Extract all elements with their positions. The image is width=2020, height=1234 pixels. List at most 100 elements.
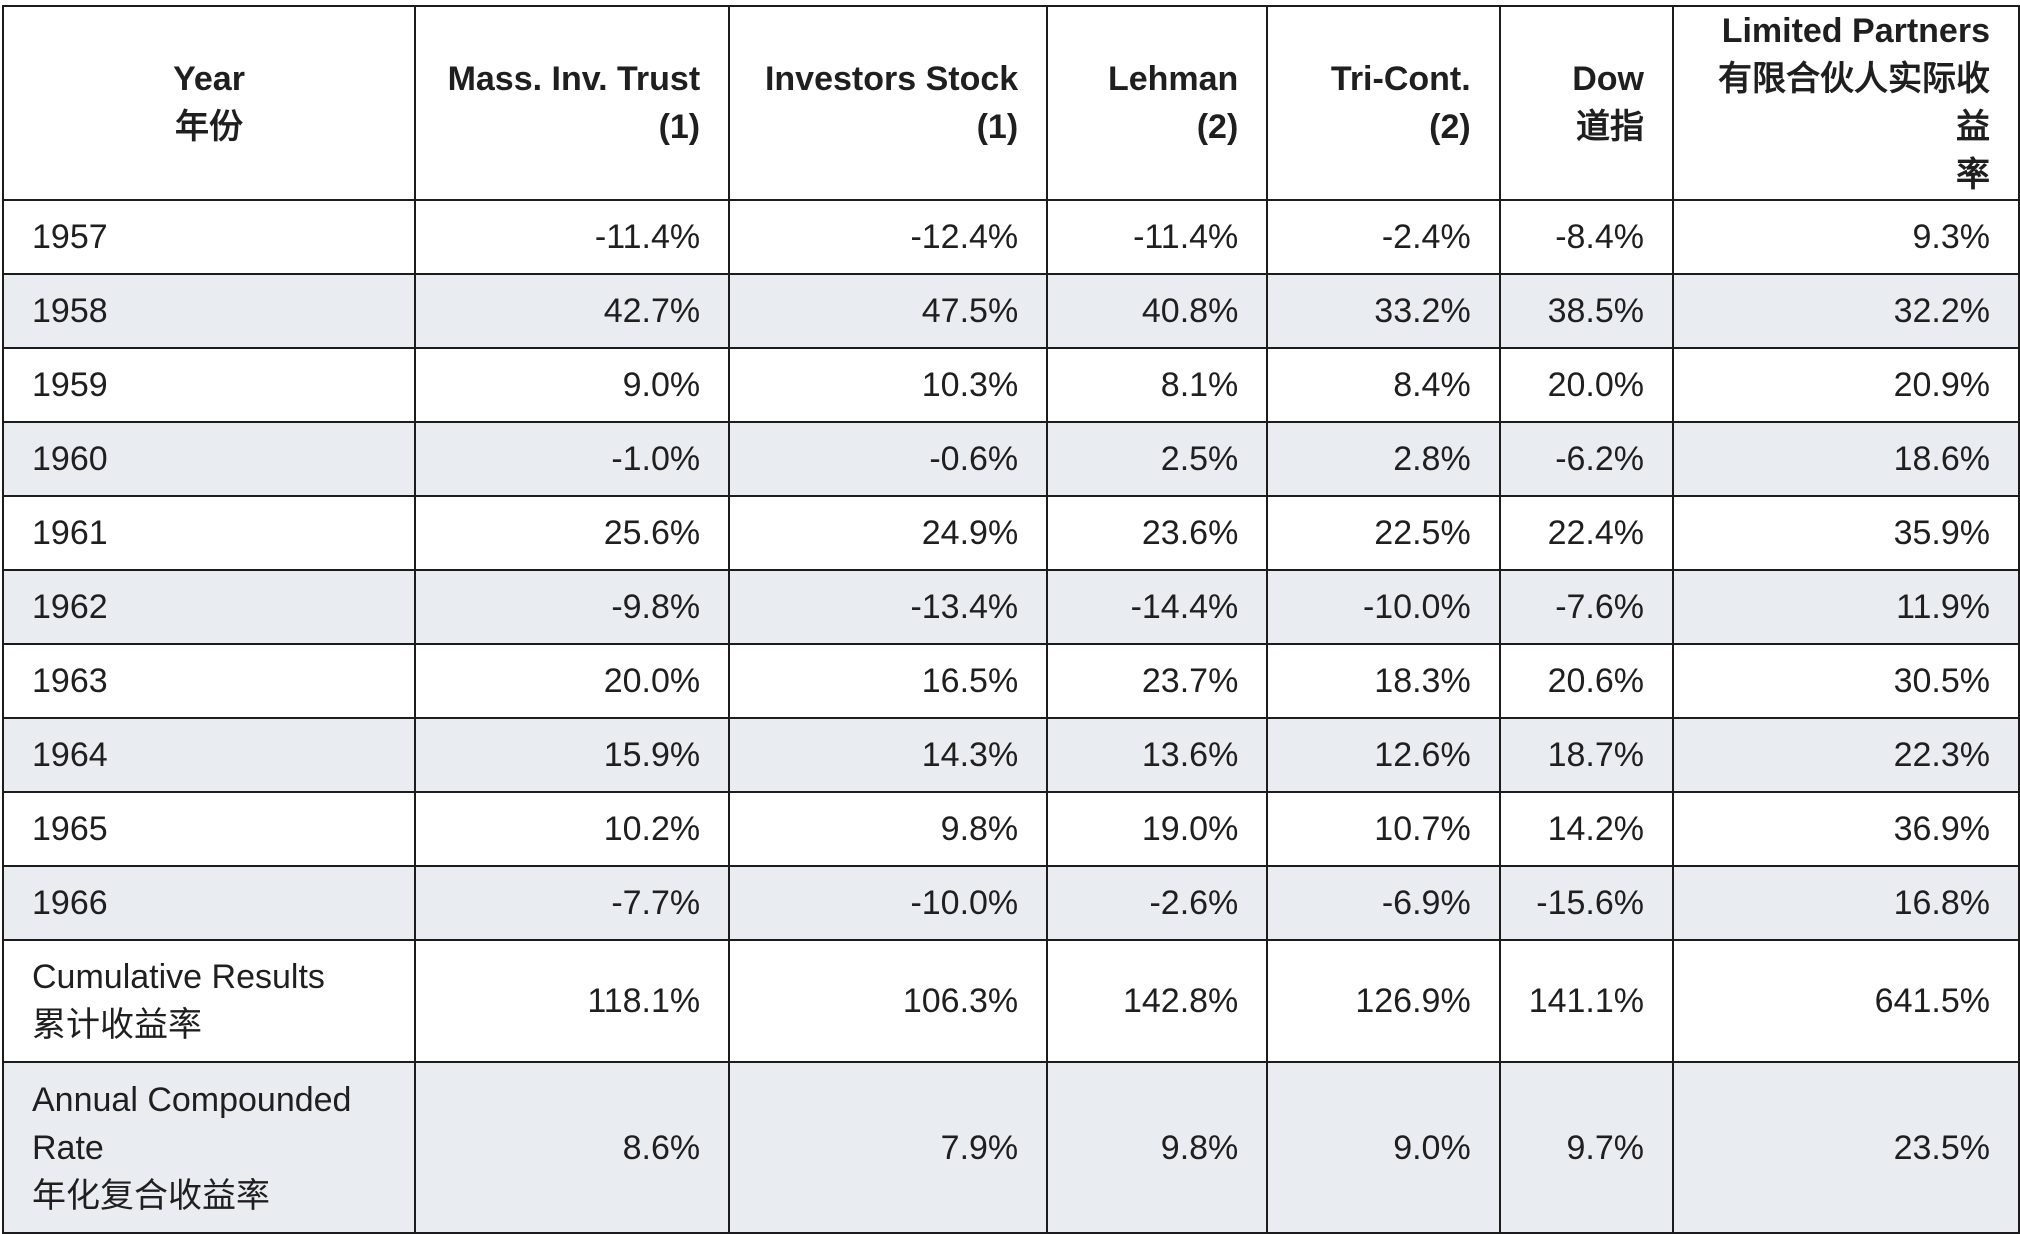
table-row: 1965 10.2% 9.8% 19.0% 10.7% 14.2% 36.9% xyxy=(1,791,2020,867)
limited-partners-annual: 23.5% xyxy=(1672,1061,2020,1234)
limited-partners-cell: 9.3% xyxy=(1672,199,2020,275)
lehman-cell: 40.8% xyxy=(1046,273,1269,349)
year-cell: 1965 xyxy=(1,791,417,867)
investors-stock-header-note: (1) xyxy=(976,108,1019,146)
cumulative-label-en: Cumulative Results xyxy=(32,958,325,996)
table-row: 1964 15.9% 14.3% 13.6% 12.6% 18.7% 22.3% xyxy=(1,717,2020,793)
mass-inv-trust-cell: 10.2% xyxy=(414,791,731,867)
dow-header-en: Dow xyxy=(1572,60,1645,98)
limited-partners-cell: 30.5% xyxy=(1672,643,2020,719)
annual-compounded-rate-label: Annual Compounded Rate 年化复合收益率 xyxy=(1,1061,417,1234)
limited-partners-cell: 20.9% xyxy=(1672,347,2020,423)
dow-cell: 38.5% xyxy=(1498,273,1675,349)
mass-inv-trust-cell: -11.4% xyxy=(414,199,731,275)
cumulative-label-zh: 累计收益率 xyxy=(32,1006,202,1044)
dow-cell: 22.4% xyxy=(1498,495,1675,571)
investors-stock-annual: 7.9% xyxy=(728,1061,1049,1234)
lehman-column-header: Lehman (2) xyxy=(1046,5,1269,201)
limited-partners-cell: 22.3% xyxy=(1672,717,2020,793)
investors-stock-cell: -13.4% xyxy=(728,569,1049,645)
tri-cont-cell: -10.0% xyxy=(1266,569,1501,645)
tri-cont-cell: -6.9% xyxy=(1266,865,1501,941)
dow-cell: 18.7% xyxy=(1498,717,1675,793)
investors-stock-cell: 14.3% xyxy=(728,717,1049,793)
limited-partners-cell: 18.6% xyxy=(1672,421,2020,497)
year-cell: 1963 xyxy=(1,643,417,719)
dow-cell: 14.2% xyxy=(1498,791,1675,867)
year-column-header: Year 年份 xyxy=(1,5,417,201)
investors-stock-cell: -12.4% xyxy=(728,199,1049,275)
mass-inv-trust-cell: 9.0% xyxy=(414,347,731,423)
limited-partners-header-zh: 有限合伙人实际收益 xyxy=(1718,60,1990,146)
investors-stock-cell: 47.5% xyxy=(728,273,1049,349)
limited-partners-column-header: Limited Partners 有限合伙人实际收益 率 xyxy=(1672,5,2020,201)
year-header-zh: 年份 xyxy=(175,108,244,146)
mass-inv-trust-cell: 20.0% xyxy=(414,643,731,719)
table-row: 1957 -11.4% -12.4% -11.4% -2.4% -8.4% 9.… xyxy=(1,199,2020,275)
lehman-cell: 8.1% xyxy=(1046,347,1269,423)
returns-table: Year 年份 Mass. Inv. Trust (1) Investors S… xyxy=(1,5,2020,1234)
mass-inv-trust-cell: -7.7% xyxy=(414,865,731,941)
tri-cont-column-header: Tri-Cont. (2) xyxy=(1266,5,1501,201)
tri-cont-cell: 2.8% xyxy=(1266,421,1501,497)
limited-partners-cell: 32.2% xyxy=(1672,273,2020,349)
lehman-cell: 13.6% xyxy=(1046,717,1269,793)
year-cell: 1958 xyxy=(1,273,417,349)
year-cell: 1966 xyxy=(1,865,417,941)
limited-partners-cell: 16.8% xyxy=(1672,865,2020,941)
lehman-header-name: Lehman xyxy=(1107,60,1239,98)
mass-inv-trust-cell: -9.8% xyxy=(414,569,731,645)
tri-cont-annual: 9.0% xyxy=(1266,1061,1501,1234)
table-row: 1963 20.0% 16.5% 23.7% 18.3% 20.6% 30.5% xyxy=(1,643,2020,719)
dow-cumulative: 141.1% xyxy=(1498,939,1675,1063)
investors-stock-cell: 9.8% xyxy=(728,791,1049,867)
lehman-cell: 19.0% xyxy=(1046,791,1269,867)
dow-cell: -15.6% xyxy=(1498,865,1675,941)
investors-stock-cell: -0.6% xyxy=(728,421,1049,497)
year-cell: 1964 xyxy=(1,717,417,793)
mass-inv-trust-header-note: (1) xyxy=(658,108,701,146)
investors-stock-column-header: Investors Stock (1) xyxy=(728,5,1049,201)
tri-cont-header-note: (2) xyxy=(1429,108,1471,146)
annual-label-zh: 年化复合收益率 xyxy=(32,1176,270,1215)
dow-header-zh: 道指 xyxy=(1576,108,1645,146)
limited-partners-cumulative: 641.5% xyxy=(1672,939,2020,1063)
dow-annual: 9.7% xyxy=(1498,1061,1675,1234)
dow-column-header: Dow 道指 xyxy=(1498,5,1675,201)
tri-cont-cell: 12.6% xyxy=(1266,717,1501,793)
dow-cell: 20.0% xyxy=(1498,347,1675,423)
annual-label-en-line1: Annual Compounded xyxy=(32,1080,352,1119)
year-header-en: Year xyxy=(173,60,245,98)
investors-stock-cell: -10.0% xyxy=(728,865,1049,941)
tri-cont-header-name: Tri-Cont. xyxy=(1330,60,1471,98)
lehman-cumulative: 142.8% xyxy=(1046,939,1269,1063)
tri-cont-cumulative: 126.9% xyxy=(1266,939,1501,1063)
mass-inv-trust-cell: 25.6% xyxy=(414,495,731,571)
tri-cont-cell: 8.4% xyxy=(1266,347,1501,423)
table-row: 1962 -9.8% -13.4% -14.4% -10.0% -7.6% 11… xyxy=(1,569,2020,645)
tri-cont-cell: -2.4% xyxy=(1266,199,1501,275)
limited-partners-cell: 35.9% xyxy=(1672,495,2020,571)
lehman-cell: 23.6% xyxy=(1046,495,1269,571)
lehman-cell: -2.6% xyxy=(1046,865,1269,941)
table-row: 1959 9.0% 10.3% 8.1% 8.4% 20.0% 20.9% xyxy=(1,347,2020,423)
tri-cont-cell: 10.7% xyxy=(1266,791,1501,867)
dow-cell: -8.4% xyxy=(1498,199,1675,275)
lehman-annual: 9.8% xyxy=(1046,1061,1269,1234)
tri-cont-cell: 18.3% xyxy=(1266,643,1501,719)
investors-stock-header-name: Investors Stock xyxy=(764,60,1019,98)
cumulative-results-row: Cumulative Results 累计收益率 118.1% 106.3% 1… xyxy=(1,939,2020,1063)
mass-inv-trust-annual: 8.6% xyxy=(414,1061,731,1234)
table-row: 1966 -7.7% -10.0% -2.6% -6.9% -15.6% 16.… xyxy=(1,865,2020,941)
investors-stock-cell: 10.3% xyxy=(728,347,1049,423)
lehman-cell: -14.4% xyxy=(1046,569,1269,645)
mass-inv-trust-cell: -1.0% xyxy=(414,421,731,497)
dow-cell: 20.6% xyxy=(1498,643,1675,719)
limited-partners-cell: 11.9% xyxy=(1672,569,2020,645)
investors-stock-cell: 24.9% xyxy=(728,495,1049,571)
limited-partners-header-en: Limited Partners xyxy=(1721,12,1990,50)
lehman-cell: 23.7% xyxy=(1046,643,1269,719)
tri-cont-cell: 22.5% xyxy=(1266,495,1501,571)
mass-inv-trust-column-header: Mass. Inv. Trust (1) xyxy=(414,5,731,201)
limited-partners-cell: 36.9% xyxy=(1672,791,2020,867)
